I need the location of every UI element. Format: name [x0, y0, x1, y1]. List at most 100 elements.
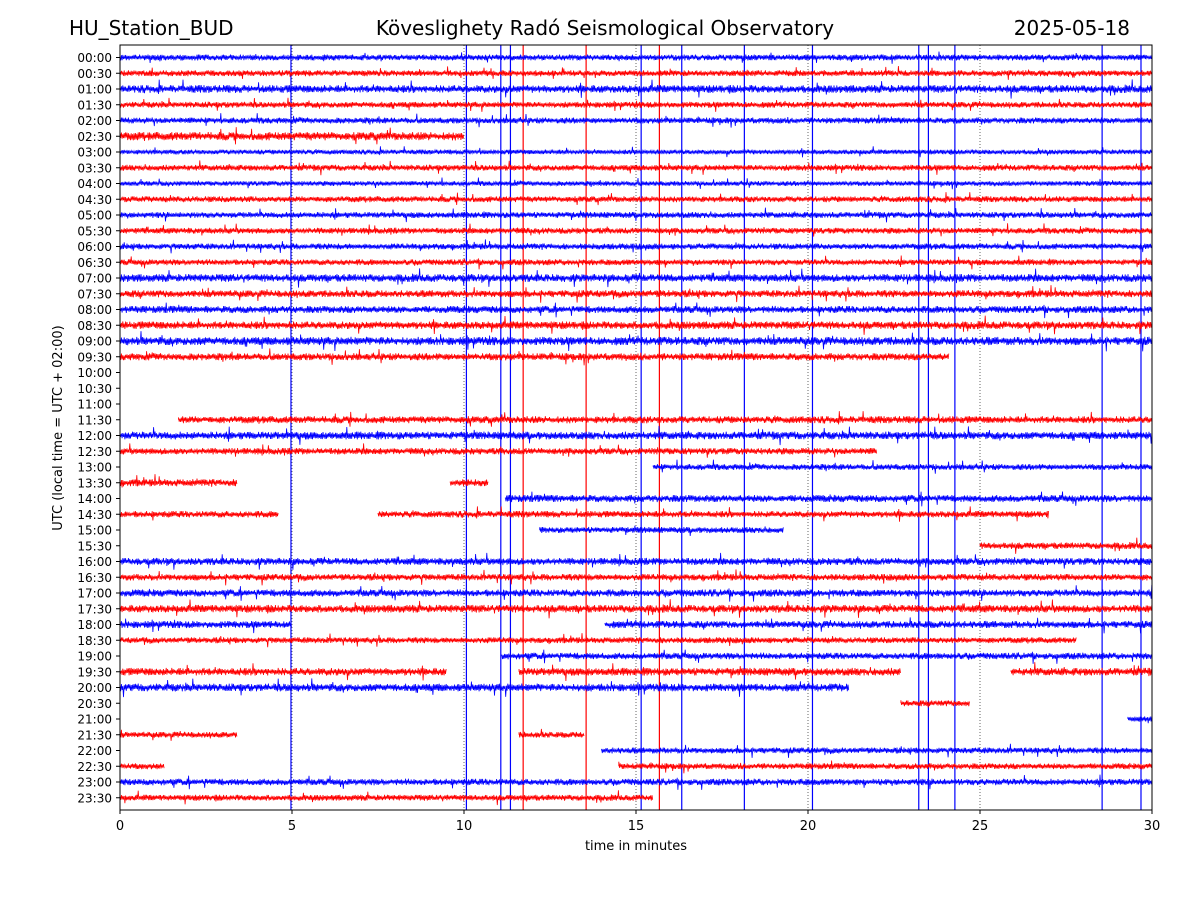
event-spikes — [290, 45, 1142, 810]
y-tick-label: 02:30 — [77, 130, 112, 144]
trace-line — [449, 479, 489, 487]
y-tick-label: 07:00 — [77, 272, 112, 286]
trace-line — [119, 160, 1153, 176]
y-tick-label: 03:00 — [77, 146, 112, 160]
y-tick-label: 14:00 — [77, 492, 112, 506]
y-tick-label: 18:30 — [77, 634, 112, 648]
y-tick-label: 03:30 — [77, 161, 112, 175]
trace-line — [119, 348, 950, 366]
trace-line — [618, 760, 1152, 774]
y-tick-label: 17:30 — [77, 602, 112, 616]
y-axis-label: UTC (local time = UTC + 02:00) — [51, 325, 66, 530]
station-label: HU_Station_BUD — [69, 16, 234, 40]
y-tick-label: 00:30 — [77, 67, 112, 81]
trace-line — [119, 474, 238, 488]
trace-rows — [119, 51, 1153, 806]
y-tick-label: 21:30 — [77, 728, 112, 742]
y-tick-label: 07:30 — [77, 287, 112, 301]
trace-line — [119, 285, 1153, 303]
trace-line — [518, 663, 901, 682]
y-tick-label: 14:30 — [77, 508, 112, 522]
trace-line — [119, 65, 1153, 80]
vertical-gridlines — [291, 45, 981, 810]
trace-line — [601, 743, 1153, 758]
y-tick-label: 02:00 — [77, 114, 112, 128]
y-tick-label: 23:00 — [77, 776, 112, 790]
y-tick-label: 11:30 — [77, 413, 112, 427]
y-tick-label: 21:00 — [77, 713, 112, 727]
y-tick-label: 09:00 — [77, 335, 112, 349]
y-tick-label: 15:00 — [77, 524, 112, 538]
trace-line — [119, 569, 1153, 586]
trace-line — [377, 506, 1049, 522]
trace-line — [119, 510, 279, 521]
y-tick-label: 08:30 — [77, 319, 112, 333]
y-tick-label: 01:00 — [77, 83, 112, 97]
trace-line — [119, 127, 465, 145]
trace-line — [119, 633, 1077, 648]
trace-line — [119, 146, 1153, 158]
trace-line — [604, 617, 1153, 634]
x-tick-label: 15 — [628, 819, 645, 834]
y-tick-label: 16:00 — [77, 555, 112, 569]
trace-line — [652, 459, 1152, 474]
trace-line — [1010, 662, 1153, 677]
x-axis-ticks: 0 5 10 15 20 25 30 — [116, 810, 1160, 834]
trace-line — [1127, 716, 1153, 724]
y-tick-label: 20:30 — [77, 697, 112, 711]
y-tick-label: 22:00 — [77, 744, 112, 758]
trace-line — [119, 192, 1153, 206]
x-tick-label: 20 — [800, 819, 817, 834]
trace-line — [119, 255, 1153, 270]
y-tick-label: 18:00 — [77, 618, 112, 632]
trace-line — [119, 79, 1153, 99]
y-tick-label: 15:30 — [77, 539, 112, 553]
trace-line — [119, 729, 238, 741]
x-tick-label: 25 — [972, 819, 989, 834]
x-tick-label: 10 — [456, 819, 473, 834]
trace-line — [119, 177, 1153, 190]
trace-line — [119, 113, 1153, 128]
trace-line — [119, 552, 1153, 570]
y-tick-label: 20:00 — [77, 681, 112, 695]
trace-line — [119, 443, 878, 458]
trace-line — [119, 763, 165, 770]
trace-line — [504, 491, 1152, 507]
trace-line — [119, 223, 1153, 237]
trace-line — [119, 302, 1153, 319]
trace-line — [119, 774, 1153, 790]
trace-line — [119, 331, 1153, 352]
trace-line — [119, 268, 1153, 288]
y-tick-label: 05:30 — [77, 224, 112, 238]
trace-line — [501, 649, 1152, 664]
y-tick-label: 04:00 — [77, 177, 112, 191]
x-tick-label: 30 — [1144, 819, 1161, 834]
y-tick-label: 19:30 — [77, 665, 112, 679]
y-tick-label: 16:30 — [77, 571, 112, 585]
trace-line — [979, 537, 1152, 554]
trace-line — [539, 525, 784, 537]
y-tick-label: 13:00 — [77, 461, 112, 475]
y-tick-label: 04:30 — [77, 193, 112, 207]
y-tick-label: 19:00 — [77, 650, 112, 664]
trace-line — [119, 678, 850, 698]
trace-line — [119, 97, 1153, 112]
x-tick-label: 0 — [116, 819, 124, 834]
trace-line — [119, 663, 447, 681]
y-tick-label: 09:30 — [77, 350, 112, 364]
y-tick-label: 17:00 — [77, 587, 112, 601]
trace-line — [119, 425, 1153, 446]
x-axis-label: time in minutes — [585, 839, 687, 854]
y-tick-label: 12:30 — [77, 445, 112, 459]
trace-line — [119, 584, 1153, 602]
chart-title: Köveslighety Radó Seismological Observat… — [376, 16, 834, 40]
trace-line — [119, 207, 1153, 223]
y-tick-label: 11:00 — [77, 398, 112, 412]
trace-line — [119, 790, 654, 806]
trace-line — [119, 618, 292, 634]
y-tick-label: 23:30 — [77, 791, 112, 805]
date-label: 2025-05-18 — [1014, 16, 1130, 40]
y-tick-label: 01:30 — [77, 98, 112, 112]
trace-line — [518, 728, 585, 738]
